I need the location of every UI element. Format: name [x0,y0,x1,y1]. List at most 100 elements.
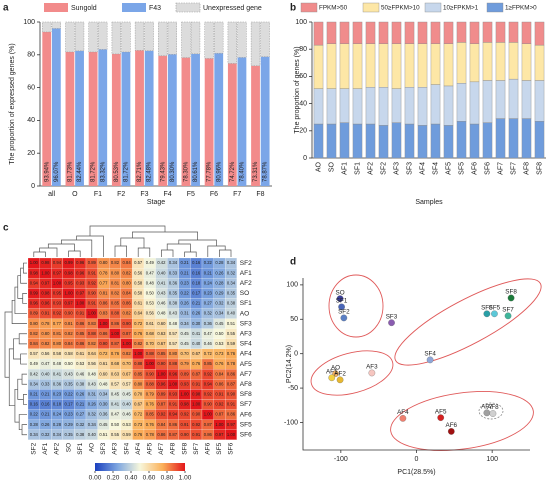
point [507,294,515,302]
cell-label: 0.86 [99,301,108,306]
cell-label: 0.43 [157,290,166,295]
x-tick-label: SF7 [510,162,517,175]
bar-segment [391,43,402,89]
legend-label: FPKM>50 [319,5,348,12]
cell-label: 0.82 [111,290,120,295]
cell-label: 0.41 [111,402,120,407]
cell-label: 0.57 [111,381,120,386]
bar [227,63,237,187]
sub-cluster-ellipse [478,402,504,420]
point [491,310,498,318]
row-label: SF7 [240,401,252,408]
value-label: 83.32% [100,161,106,182]
cell-label: 0.28 [30,422,39,427]
cell-label: 0.89 [30,311,39,316]
bar-segment [482,21,493,43]
cell-label: 0.28 [215,260,224,265]
cell-label: 0.94 [30,280,39,285]
x-tick-label: AF4 [419,162,426,175]
cell-label: 0.79 [146,391,155,396]
cell-label: 0.41 [53,371,62,376]
cell-label: 0.40 [227,311,236,316]
bar-segment [404,21,415,44]
y-tick-label: 80 [27,52,35,59]
cell-label: 0.81 [99,290,108,295]
cell-label: 0.82 [30,331,39,336]
cell-label: 0.85 [157,351,166,356]
cell-label: 0.24 [204,280,213,285]
bar-segment [469,81,480,125]
column-label: SF3 [100,442,107,454]
x-tick-label: SF8 [536,162,543,175]
cell-label: 0.32 [215,301,224,306]
cell-label: 0.76 [215,361,224,366]
y-tick-label: 100 [286,282,298,289]
x-axis-label: PC1(28.5%) [397,469,435,476]
cell-label: 0.23 [204,290,213,295]
cell-label: 0.51 [227,321,236,326]
cell-label: 0.32 [204,311,213,316]
cell-label: 0.73 [134,422,143,427]
bar [204,58,214,187]
cell-label: 0.87 [157,402,166,407]
cell-label: 1.00 [227,432,236,437]
point [426,356,434,364]
column-label: SF7 [193,442,200,454]
y-tick-label: -100 [284,419,298,426]
row-label: AF1 [240,270,252,277]
bar-segment [352,123,363,159]
cell-label: 0.23 [53,391,62,396]
cell-label: 0.43 [65,371,74,376]
cell-label: 0.91 [227,402,236,407]
y-tick-label: 100 [295,19,307,26]
cell-label: 1.00 [181,391,190,396]
legend-label: F43 [149,5,161,12]
point [504,312,512,320]
cell-label: 0.22 [30,412,39,417]
bar-segment [508,118,519,159]
cell-label: 0.59 [227,341,236,346]
column-label: SF4 [123,442,130,454]
cell-label: 0.90 [192,412,201,417]
cell-label: 0.90 [204,402,213,407]
bar [260,56,270,186]
legend-label: Unexpressed gene [203,5,262,12]
cell-label: 0.58 [134,290,143,295]
cell-label: 0.45 [181,331,190,336]
cell-label: 0.78 [41,321,50,326]
point-label: SF2 [338,309,350,316]
x-axis-label: Stage [147,199,165,206]
panel-label: d [290,257,296,268]
x-tick-label: SF5 [458,162,465,175]
cell-label: 0.35 [65,381,74,386]
cell-label: 0.91 [41,311,50,316]
cell-label: 0.26 [181,301,190,306]
bar [158,55,168,186]
bar-segment [313,123,324,159]
unexpressed-bar [111,21,121,55]
cell-label: 0.92 [181,412,190,417]
cell-label: 0.56 [134,270,143,275]
x-tick-label: AF3 [393,162,400,175]
bar [237,57,247,187]
x-tick-label: AF5 [445,162,452,175]
cell-label: 0.34 [215,311,224,316]
cell-label: 0.85 [76,331,85,336]
value-label: 80.61% [193,161,199,182]
cell-label: 0.47 [41,361,50,366]
unexpressed-bar [144,21,154,51]
cell-label: 0.92 [192,422,201,427]
cell-label: 0.76 [146,422,155,427]
row-label: SF5 [240,421,252,428]
cell-label: 0.50 [111,422,120,427]
cell-label: 0.98 [65,270,74,275]
cell-label: 0.53 [123,422,132,427]
heatmap-cell [225,429,237,440]
bar-segment [469,123,480,159]
cell-label: 0.48 [88,371,97,376]
cell-label: 0.45 [123,391,132,396]
cell-label: 0.91 [169,402,178,407]
y-axis-label: PC2(14.2%) [286,345,293,383]
unexpressed-bar [190,21,201,55]
row-label: SF8 [240,391,252,398]
